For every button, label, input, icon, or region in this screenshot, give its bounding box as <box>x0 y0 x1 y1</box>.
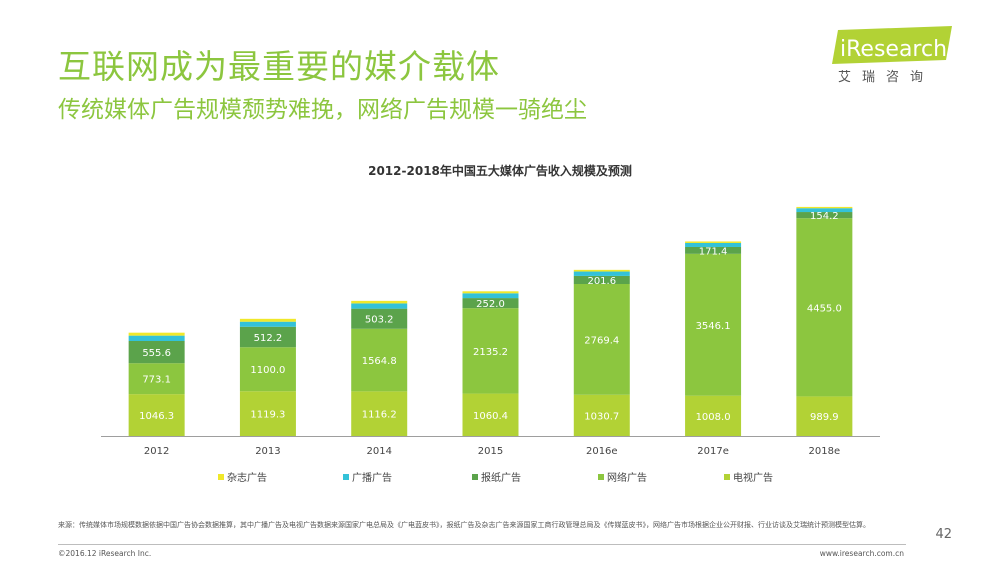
x-tick-label: 2018e <box>809 446 841 457</box>
data-label: 2769.4 <box>584 335 619 346</box>
data-label: 1116.2 <box>362 410 397 421</box>
page-subtitle: 传统媒体广告规模颓势难挽，网络广告规模一骑绝尘 <box>58 97 587 123</box>
bar-segment <box>462 308 519 394</box>
x-tick-label: 2015 <box>478 446 503 457</box>
data-label: 1100.0 <box>250 365 285 376</box>
data-label: 1008.0 <box>696 412 731 423</box>
x-tick-label: 2014 <box>366 446 391 457</box>
bar-segment <box>796 396 853 436</box>
footer-divider <box>58 544 906 545</box>
page-title: 互联网成为最重要的媒介载体 <box>58 47 500 86</box>
bar-segment <box>351 303 408 309</box>
data-label: 773.1 <box>142 375 171 386</box>
data-label: 1564.8 <box>362 356 397 367</box>
bar-segment <box>796 208 853 213</box>
bar-segment <box>462 291 519 294</box>
data-label: 989.9 <box>810 412 839 423</box>
bar-segment <box>573 275 630 284</box>
bar-segment <box>796 206 853 209</box>
bar-segment <box>351 391 408 436</box>
data-label: 154.2 <box>810 211 839 222</box>
data-label: 2135.2 <box>473 347 508 358</box>
data-label: 3546.1 <box>696 321 731 332</box>
bar-segment <box>239 321 296 327</box>
bar-segment <box>462 393 519 436</box>
bar-segment <box>573 283 630 395</box>
bar-segment <box>351 300 408 304</box>
bar-segment <box>685 253 742 396</box>
stacked-bar-chart: 1046.3 773.1 555.6 2012 1119.3 1100.0 512.2 201… <box>101 206 880 484</box>
bar-segment <box>573 394 630 436</box>
bar-segment <box>685 241 742 243</box>
bar-segment <box>796 218 853 397</box>
bar-segment <box>128 341 185 364</box>
data-label: 555.6 <box>142 348 171 359</box>
legend-swatch <box>218 474 224 480</box>
bar-segment <box>128 335 185 341</box>
data-label: 503.2 <box>365 315 394 326</box>
data-label: 4455.0 <box>807 303 842 314</box>
iresearch-logo: iResearch <box>832 26 952 64</box>
bar-segment <box>239 347 296 392</box>
bar-segment <box>573 271 630 276</box>
svg-text:iResearch: iResearch <box>840 37 947 62</box>
legend-label: 电视广告 <box>733 471 773 484</box>
page-number: 42 <box>935 527 952 542</box>
bar-segment <box>128 394 185 436</box>
x-tick-label: 2013 <box>255 446 280 457</box>
bar-segment <box>462 298 519 309</box>
bar-segment <box>685 242 742 247</box>
x-tick-label: 2012 <box>144 446 169 457</box>
data-label: 1046.3 <box>139 411 174 422</box>
bar-segment <box>239 391 296 436</box>
data-label: 252.0 <box>476 299 505 310</box>
x-tick-label: 2017e <box>697 446 729 457</box>
legend-label: 杂志广告 <box>227 471 267 484</box>
logo-cn-text: 艾瑞咨询 <box>838 70 935 85</box>
bar-segment <box>239 326 296 348</box>
bar-segment <box>128 332 185 336</box>
legend-label: 报纸广告 <box>481 471 521 484</box>
bar-segment <box>685 395 742 436</box>
legend-swatch <box>472 474 478 480</box>
website-url: www.iresearch.com.cn <box>819 549 904 558</box>
legend-swatch <box>598 474 604 480</box>
bar-segment <box>128 363 185 395</box>
source-note: 来源：传统媒体市场规模数据依据中国广告协会数据推算，其中广播广告及电视广告数据来… <box>58 521 870 529</box>
legend-swatch <box>724 474 730 480</box>
data-label: 201.6 <box>587 276 616 287</box>
bar-segment <box>685 246 742 254</box>
data-label: 1060.4 <box>473 411 508 422</box>
bar-segment <box>351 308 408 329</box>
bar-segment <box>462 293 519 299</box>
bar-segment <box>239 318 296 322</box>
copyright: ©2016.12 iResearch Inc. <box>58 549 152 558</box>
legend-label: 网络广告 <box>607 471 647 484</box>
data-label: 512.2 <box>254 333 283 344</box>
bar-segment <box>351 328 408 392</box>
data-label: 171.4 <box>699 246 728 257</box>
legend-swatch <box>343 474 349 480</box>
chart-title: 2012-2018年中国五大媒体广告收入规模及预测 <box>368 164 632 178</box>
legend-label: 广播广告 <box>352 471 392 484</box>
data-label: 1119.3 <box>250 410 285 421</box>
bar-segment <box>796 212 853 219</box>
x-tick-label: 2016e <box>586 446 618 457</box>
bar-segment <box>573 269 630 272</box>
data-label: 1030.7 <box>584 411 619 422</box>
